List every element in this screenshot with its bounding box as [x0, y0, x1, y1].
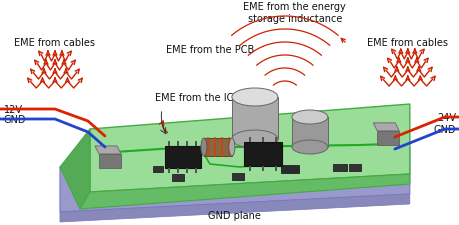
Text: EME from the IC: EME from the IC	[155, 93, 233, 103]
Bar	[348, 164, 360, 171]
Bar	[195, 141, 197, 146]
Text: EME from cables: EME from cables	[367, 38, 448, 48]
Ellipse shape	[291, 140, 327, 154]
Bar	[261, 137, 263, 142]
Bar	[274, 137, 276, 142]
Bar	[177, 168, 179, 173]
Bar	[186, 141, 188, 146]
Bar	[152, 166, 162, 172]
Bar	[332, 164, 346, 171]
Polygon shape	[60, 147, 409, 212]
Text: EME from cables: EME from cables	[14, 38, 95, 48]
Ellipse shape	[231, 130, 277, 148]
Polygon shape	[376, 131, 398, 145]
Text: 12V: 12V	[4, 105, 23, 115]
Polygon shape	[372, 123, 398, 131]
Polygon shape	[291, 117, 327, 147]
Polygon shape	[60, 129, 90, 209]
Ellipse shape	[201, 138, 207, 156]
Bar	[280, 165, 298, 173]
Text: 24V: 24V	[436, 112, 455, 122]
Text: GND: GND	[4, 115, 27, 124]
Ellipse shape	[231, 89, 277, 106]
Polygon shape	[99, 154, 121, 168]
Text: EME from the energy
storage inductance: EME from the energy storage inductance	[243, 2, 346, 24]
Bar	[195, 168, 197, 173]
Text: EME from the PCB: EME from the PCB	[165, 45, 253, 55]
Polygon shape	[231, 98, 277, 139]
Text: GND: GND	[432, 124, 455, 134]
Bar	[177, 141, 179, 146]
Bar	[168, 141, 170, 146]
Bar	[172, 174, 184, 181]
Bar	[243, 142, 281, 166]
Text: GND plane: GND plane	[208, 210, 261, 220]
Bar	[231, 173, 243, 180]
Bar	[165, 146, 201, 168]
Polygon shape	[95, 146, 121, 154]
Bar	[186, 168, 188, 173]
Bar	[261, 166, 263, 171]
Polygon shape	[90, 105, 409, 192]
Bar	[249, 137, 251, 142]
Polygon shape	[60, 194, 409, 222]
Bar	[274, 166, 276, 171]
Bar	[168, 168, 170, 173]
Polygon shape	[80, 174, 409, 209]
Bar	[249, 166, 251, 171]
Bar	[203, 138, 231, 156]
Ellipse shape	[229, 138, 235, 156]
Ellipse shape	[291, 110, 327, 124]
